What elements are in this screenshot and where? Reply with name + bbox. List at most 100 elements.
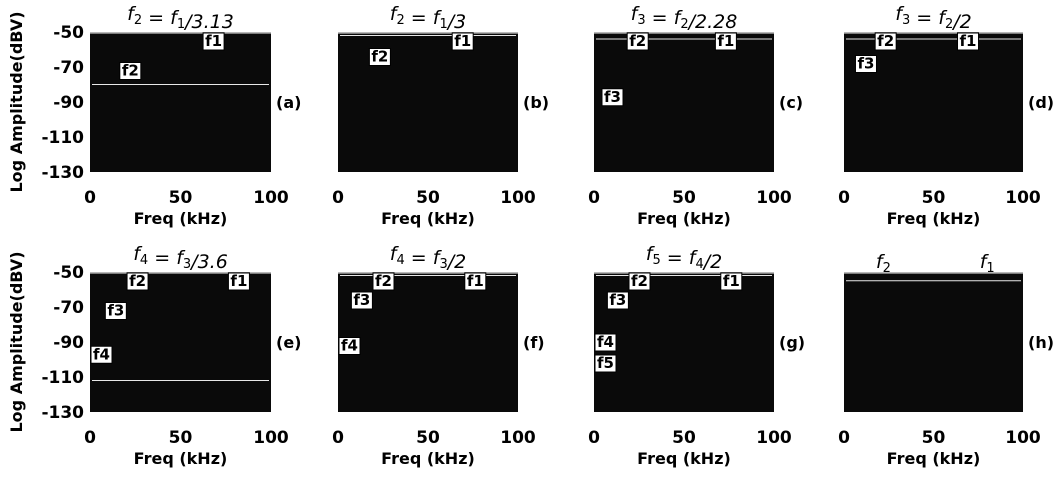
panel-label: (c) xyxy=(779,93,803,112)
chart-title: f2 = f1/3.13 xyxy=(127,3,234,33)
x-axis-label: Freq (kHz) xyxy=(134,449,228,468)
x-tick-label: 100 xyxy=(756,188,792,208)
chart-title: f5 = f4/2 xyxy=(646,243,722,273)
x-tick-label: 0 xyxy=(84,188,96,208)
y-tick-label: -110 xyxy=(41,128,84,148)
svg-text:f1: f1 xyxy=(960,32,977,50)
svg-text:f2: f2 xyxy=(129,272,146,290)
peak-label-f3: f3 xyxy=(854,55,877,73)
panel-label: (e) xyxy=(276,333,301,352)
peak-label-f2: f2 xyxy=(119,62,142,80)
peak-label-f1: f1 xyxy=(464,272,487,291)
x-tick-label: 100 xyxy=(1005,188,1041,208)
panel-label: (h) xyxy=(1028,333,1054,352)
x-tick-label: 0 xyxy=(588,188,600,208)
y-axis-label-top: Log Amplitude(dBV) xyxy=(7,11,26,192)
plot-area xyxy=(338,32,518,172)
svg-text:f4: f4 xyxy=(341,337,358,355)
plot-area xyxy=(844,272,1023,412)
svg-text:f4: f4 xyxy=(597,333,614,351)
x-tick-label: 100 xyxy=(500,428,536,448)
x-tick-label: 0 xyxy=(332,428,344,448)
x-tick-label: 0 xyxy=(332,188,344,208)
panel-label: (b) xyxy=(523,93,549,112)
peak-label-f2: f2 xyxy=(372,272,395,291)
top-label-f2: f2 xyxy=(876,251,891,276)
peak-label-f2: f2 xyxy=(626,32,649,51)
y-tick-label: -110 xyxy=(41,368,84,388)
x-tick-label: 100 xyxy=(1005,428,1041,448)
svg-text:f1: f1 xyxy=(723,272,740,290)
svg-text:f1: f1 xyxy=(454,32,471,50)
svg-text:f3: f3 xyxy=(609,291,626,309)
y-tick-label: -130 xyxy=(41,163,84,183)
x-axis-label: Freq (kHz) xyxy=(637,449,731,468)
peak-label-f2: f2 xyxy=(126,272,149,291)
plot-area xyxy=(90,272,271,412)
x-tick-label: 0 xyxy=(838,188,850,208)
x-tick-label: 100 xyxy=(756,428,792,448)
svg-text:f5: f5 xyxy=(597,354,614,372)
peak-label-f3: f3 xyxy=(104,302,127,320)
x-tick-label: 50 xyxy=(922,188,946,208)
panel-label: (a) xyxy=(276,93,301,112)
svg-text:f1: f1 xyxy=(717,32,734,50)
svg-text:f3: f3 xyxy=(107,302,124,320)
peak-label-f4: f4 xyxy=(594,333,617,352)
peak-label-f1: f1 xyxy=(451,32,474,51)
plot-area xyxy=(594,32,774,172)
svg-text:f2: f2 xyxy=(631,272,648,290)
peak-label-f2: f2 xyxy=(628,272,651,291)
svg-text:f2: f2 xyxy=(122,62,139,80)
plot-area xyxy=(90,32,271,172)
peak-label-f1: f1 xyxy=(202,32,225,51)
x-tick-label: 50 xyxy=(169,428,193,448)
x-axis-label: Freq (kHz) xyxy=(381,449,475,468)
svg-text:f3: f3 xyxy=(857,55,874,73)
x-tick-label: 0 xyxy=(84,428,96,448)
x-tick-label: 0 xyxy=(588,428,600,448)
peak-label-f1: f1 xyxy=(714,32,737,51)
plot-area xyxy=(844,32,1023,172)
svg-text:f1: f1 xyxy=(205,32,222,50)
peak-label-f2: f2 xyxy=(874,32,897,51)
peak-label-f5: f5 xyxy=(594,354,617,373)
chart-title: f2 = f1/3 xyxy=(390,3,466,33)
peak-label-f4: f4 xyxy=(90,345,113,364)
peak-label-f1: f1 xyxy=(720,272,743,291)
chart-title: f4 = f3/3.6 xyxy=(133,243,228,273)
x-axis-label: Freq (kHz) xyxy=(887,209,981,228)
svg-text:f2: f2 xyxy=(877,32,894,50)
x-tick-label: 100 xyxy=(253,188,289,208)
top-label-f1: f1 xyxy=(980,251,995,276)
svg-text:f2: f2 xyxy=(375,272,392,290)
peak-label-f2: f2 xyxy=(368,48,391,66)
y-tick-label: -130 xyxy=(41,403,84,423)
svg-text:f1: f1 xyxy=(467,272,484,290)
x-tick-label: 50 xyxy=(672,188,696,208)
x-tick-label: 100 xyxy=(253,428,289,448)
x-tick-label: 50 xyxy=(922,428,946,448)
x-axis-label: Freq (kHz) xyxy=(381,209,475,228)
x-tick-label: 50 xyxy=(169,188,193,208)
panel-label: (f) xyxy=(523,333,545,352)
x-tick-label: 100 xyxy=(500,188,536,208)
y-axis-label-bottom: Log Amplitude(dBV) xyxy=(7,251,26,432)
x-tick-label: 50 xyxy=(416,188,440,208)
x-axis-label: Freq (kHz) xyxy=(637,209,731,228)
peak-label-f3: f3 xyxy=(606,291,629,310)
panel-label: (g) xyxy=(779,333,805,352)
y-tick-label: -90 xyxy=(53,93,84,113)
peak-label-f1: f1 xyxy=(227,272,250,291)
chart-title: f4 = f3/2 xyxy=(390,243,466,273)
peak-label-f3: f3 xyxy=(601,88,624,107)
x-tick-label: 50 xyxy=(672,428,696,448)
svg-text:f4: f4 xyxy=(93,345,110,363)
svg-text:f1: f1 xyxy=(230,272,247,290)
